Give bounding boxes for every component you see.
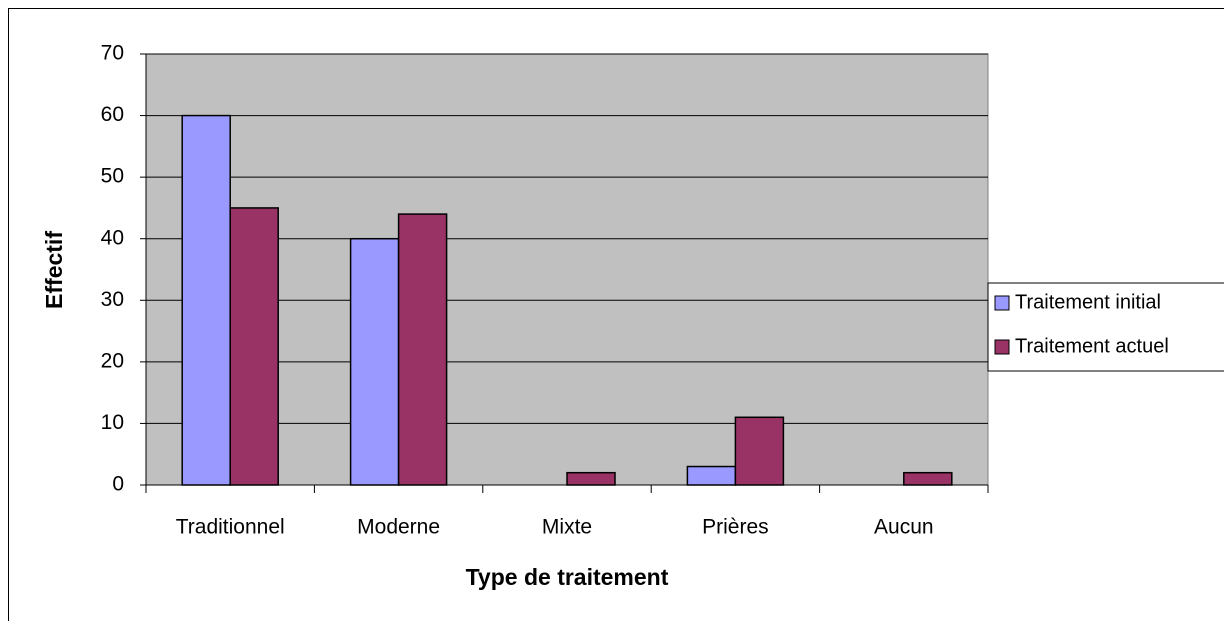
x-tick-label: Prières	[702, 516, 769, 539]
legend-label: Traitement actuel	[1015, 335, 1169, 357]
bar	[397, 213, 448, 486]
bar	[686, 465, 737, 486]
y-tick-label: 40	[101, 226, 124, 249]
bar	[349, 237, 400, 486]
plot-area	[145, 53, 989, 486]
x-tick-label: Traditionnel	[176, 516, 285, 539]
y-tick-label: 70	[101, 42, 124, 65]
legend-label: Traitement initial	[1015, 291, 1161, 313]
legend-box	[987, 282, 1224, 372]
x-tick-label: Mixte	[542, 516, 592, 539]
x-tick-label: Moderne	[357, 516, 440, 539]
bar	[734, 416, 785, 486]
bar	[181, 114, 231, 486]
legend-swatch	[994, 339, 1010, 355]
y-tick-label: 0	[112, 473, 124, 496]
bar	[566, 471, 616, 486]
legend-swatch	[994, 295, 1010, 311]
y-tick-label: 50	[101, 165, 124, 188]
bar	[229, 207, 279, 486]
y-axis-title: Effectif	[41, 231, 67, 309]
y-tick-label: 10	[101, 411, 124, 434]
x-tick-label: Aucun	[874, 516, 934, 539]
y-tick-label: 30	[101, 288, 124, 311]
y-tick-label: 60	[101, 103, 124, 126]
y-tick-label: 20	[101, 349, 124, 372]
x-axis-title: Type de traitement	[466, 564, 669, 590]
bar	[903, 471, 953, 486]
